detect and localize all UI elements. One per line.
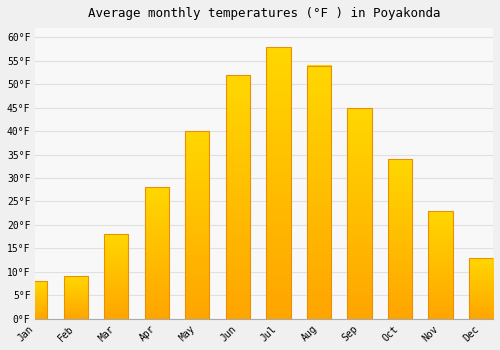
Title: Average monthly temperatures (°F ) in Poyakonda: Average monthly temperatures (°F ) in Po…: [88, 7, 441, 20]
Bar: [469, 258, 493, 319]
Bar: [428, 211, 452, 318]
Bar: [64, 276, 88, 318]
Bar: [306, 65, 331, 319]
Bar: [185, 131, 210, 318]
Bar: [104, 234, 128, 318]
Bar: [144, 187, 169, 318]
Bar: [388, 159, 412, 318]
Bar: [347, 108, 372, 319]
Bar: [266, 47, 290, 318]
Bar: [226, 75, 250, 318]
Bar: [23, 281, 48, 318]
